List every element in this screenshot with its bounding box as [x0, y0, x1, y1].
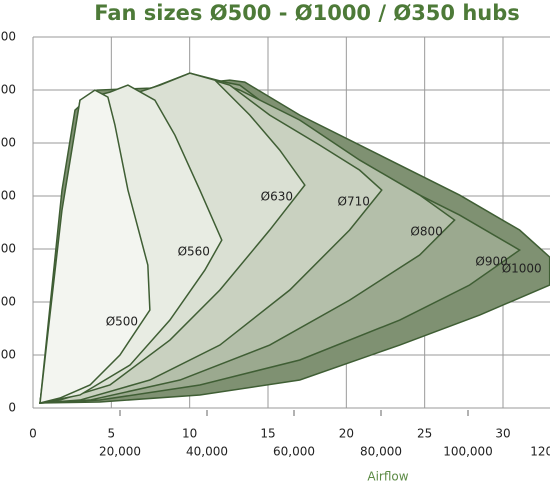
x-tick-label: 30 — [495, 427, 510, 441]
fan-area — [39, 89, 151, 405]
series-label: Ø500 — [106, 315, 138, 329]
x-tick-label: 10 — [182, 427, 197, 441]
x-tick-label: 25 — [417, 427, 432, 441]
x2-tick-label: 60,000 — [273, 445, 315, 459]
x2-tick-label: 80,000 — [360, 445, 402, 459]
y-tick-label: 0 — [8, 401, 16, 415]
y-tick-label: 500 — [0, 348, 16, 362]
y-tick-label: 1500 — [0, 242, 16, 256]
series-label: Ø630 — [261, 190, 293, 204]
y-tick-label: 3000 — [0, 83, 16, 97]
x2-tick-label: 100,000 — [443, 445, 493, 459]
x-tick-label: 0 — [29, 427, 37, 441]
plot-area — [39, 72, 550, 405]
y-tick-label: 2500 — [0, 136, 16, 150]
series-label: Ø1000 — [502, 262, 542, 276]
x2-tick-label: 40,000 — [186, 445, 228, 459]
x2-tick-label: 120,000 — [530, 445, 550, 459]
series-label: Ø800 — [410, 225, 442, 239]
x-tick-label: 5 — [108, 427, 116, 441]
x2-tick-label: 20,000 — [99, 445, 141, 459]
y-tick-label: 2000 — [0, 189, 16, 203]
chart-title: Fan sizes Ø500 - Ø1000 / Ø350 hubs — [94, 1, 520, 25]
x-tick-label: 15 — [260, 427, 275, 441]
y-tick-label: 3500 — [0, 30, 16, 44]
series-label: Ø900 — [475, 255, 507, 269]
y-tick-label: 1000 — [0, 295, 16, 309]
x-axis-label: Airflow — [367, 470, 408, 484]
x-tick-label: 20 — [339, 427, 354, 441]
series-label: Ø560 — [178, 245, 210, 259]
series-label: Ø710 — [338, 195, 370, 209]
